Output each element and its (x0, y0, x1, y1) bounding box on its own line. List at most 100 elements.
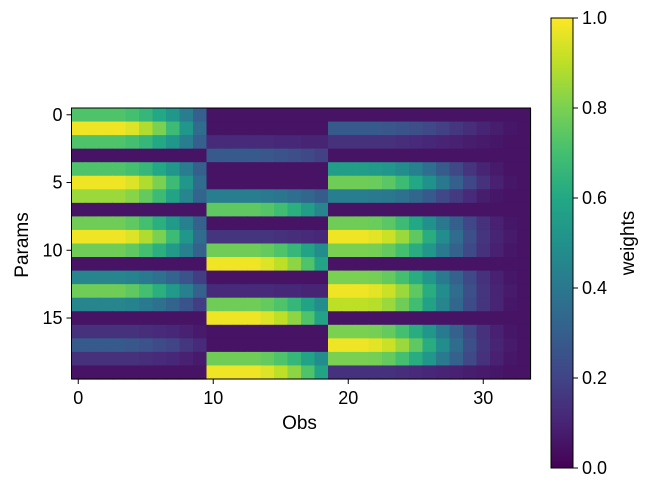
heatmap-cell (355, 108, 370, 123)
heatmap-cell (260, 311, 275, 326)
heatmap-cell (85, 284, 100, 299)
heatmap-cell (314, 202, 329, 217)
heatmap-cell (490, 121, 505, 136)
heatmap-cell (247, 297, 262, 312)
heatmap-cell (328, 297, 343, 312)
heatmap-cell (476, 311, 491, 326)
heatmap-cell (382, 216, 397, 231)
heatmap-cell (139, 338, 154, 353)
heatmap-cell (179, 108, 194, 123)
heatmap-cell (98, 324, 113, 339)
heatmap-cell (449, 311, 464, 326)
heatmap-cell (503, 229, 518, 245)
heatmap-cell (422, 175, 437, 190)
heatmap-cell (166, 257, 181, 272)
heatmap-cell (112, 351, 127, 367)
heatmap-cell (125, 229, 140, 245)
colorbar-frame (550, 17, 574, 469)
heatmap-cell (112, 108, 127, 123)
heatmap-cell (287, 175, 302, 190)
y-axis-ticks: 0 5 10 15 (42, 105, 72, 328)
heatmap-cell (382, 135, 397, 150)
heatmap-cell (503, 175, 518, 190)
y-tick-label: 10 (42, 240, 62, 260)
heatmap-cell (139, 162, 154, 177)
heatmap-cell (206, 365, 221, 380)
heatmap-cell (409, 351, 424, 367)
heatmap-cell (301, 284, 316, 299)
heatmap-cell (409, 365, 424, 380)
heatmap-cell (152, 216, 167, 231)
heatmap-cell (449, 175, 464, 190)
heatmap-cell (139, 108, 154, 123)
heatmap-cell (409, 202, 424, 217)
heatmap-cell (436, 324, 451, 339)
heatmap-cell (220, 338, 235, 353)
heatmap-cell (368, 324, 383, 339)
heatmap-cell (368, 229, 383, 245)
heatmap-cell (463, 351, 478, 367)
heatmap-cell (206, 297, 221, 312)
heatmap-cell (233, 175, 248, 190)
heatmap-cell (85, 148, 100, 163)
heatmap-cell (395, 229, 410, 245)
heatmap-cell (166, 148, 181, 163)
heatmap-cell (85, 257, 100, 272)
heatmap-cell (179, 270, 194, 285)
heatmap-cell (220, 365, 235, 380)
heatmap-cell (287, 243, 302, 258)
heatmap-cell (193, 351, 208, 367)
heatmap-cell (409, 297, 424, 312)
heatmap-cell (328, 175, 343, 190)
heatmap-cell (287, 284, 302, 299)
heatmap-cell (422, 135, 437, 150)
heatmap-cell (85, 216, 100, 231)
heatmap-cell (463, 108, 478, 123)
heatmap-cell (314, 189, 329, 204)
heatmap-cell (71, 351, 86, 367)
heatmap-cell (328, 148, 343, 163)
heatmap-cell (409, 270, 424, 285)
heatmap-cell (341, 148, 356, 163)
heatmap-cell (476, 108, 491, 123)
heatmap-cell (206, 229, 221, 245)
heatmap-cell (328, 162, 343, 177)
heatmap-cell (206, 284, 221, 299)
heatmap-cell (139, 121, 154, 136)
heatmap-cell (247, 229, 262, 245)
heatmap-cell (436, 311, 451, 326)
heatmap-cell (490, 175, 505, 190)
heatmap-cell (449, 257, 464, 272)
heatmap-cell (517, 202, 532, 217)
heatmap-cell (112, 284, 127, 299)
heatmap-cell (112, 135, 127, 150)
heatmap-cell (395, 162, 410, 177)
heatmap-cell (179, 297, 194, 312)
heatmap-cell (166, 324, 181, 339)
heatmap-cell (301, 121, 316, 136)
heatmap-cell (98, 121, 113, 136)
heatmap-cell (463, 270, 478, 285)
heatmap-cell (193, 175, 208, 190)
x-axis-label: Obs (282, 413, 317, 434)
heatmap-cell (328, 189, 343, 204)
heatmap-cell (260, 284, 275, 299)
heatmap-cell (503, 297, 518, 312)
heatmap-cell (152, 121, 167, 136)
heatmap-cell (125, 270, 140, 285)
heatmap-cell (247, 338, 262, 353)
heatmap-cell (355, 324, 370, 339)
heatmap-cell (152, 135, 167, 150)
heatmap-cell (355, 229, 370, 245)
heatmap-cell (112, 365, 127, 380)
heatmap-cell (436, 270, 451, 285)
heatmap-cell (220, 175, 235, 190)
heatmap-cell (233, 135, 248, 150)
heatmap-cell (368, 148, 383, 163)
heatmap-cell (463, 324, 478, 339)
heatmap-cell (274, 148, 289, 163)
heatmap-cell (112, 175, 127, 190)
heatmap-cell (517, 338, 532, 353)
heatmap-cell (98, 108, 113, 123)
heatmap-cell (314, 121, 329, 136)
